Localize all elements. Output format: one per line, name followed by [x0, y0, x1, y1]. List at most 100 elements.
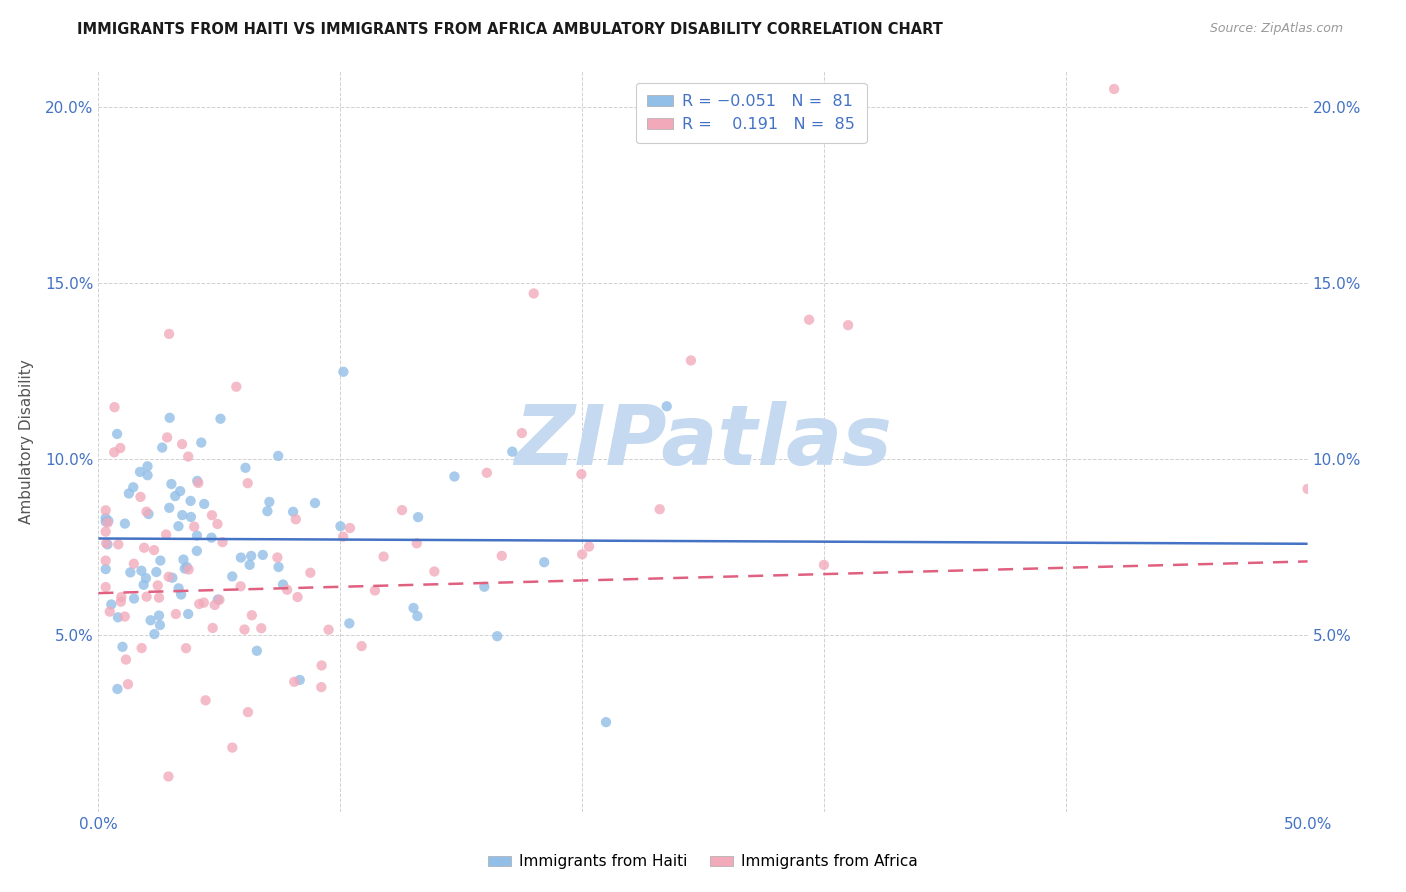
- Point: [117, 677, 139, 691]
- Point: [157, 570, 180, 584]
- Point: [236, 705, 259, 719]
- Point: [105, 426, 128, 441]
- Point: [221, 569, 243, 583]
- Point: [281, 505, 304, 519]
- Point: [311, 658, 333, 673]
- Point: [135, 590, 157, 604]
- Point: [194, 693, 217, 707]
- Point: [111, 640, 134, 654]
- Point: [131, 564, 153, 578]
- Point: [193, 596, 215, 610]
- Point: [159, 410, 181, 425]
- Point: [337, 616, 360, 631]
- Point: [148, 608, 170, 623]
- Point: [186, 528, 208, 542]
- Point: [174, 641, 197, 656]
- Point: [239, 558, 262, 572]
- Point: [267, 560, 290, 574]
- Point: [491, 549, 513, 563]
- Point: [329, 519, 352, 533]
- Point: [120, 566, 142, 580]
- Point: [107, 537, 129, 551]
- Point: [96, 537, 118, 551]
- Point: [339, 521, 361, 535]
- Point: [135, 505, 157, 519]
- Point: [207, 516, 229, 531]
- Point: [146, 578, 169, 592]
- Point: [287, 590, 309, 604]
- Point: [138, 507, 160, 521]
- Point: [236, 476, 259, 491]
- Point: [200, 531, 222, 545]
- Point: [180, 494, 202, 508]
- Point: [207, 592, 229, 607]
- Point: [655, 399, 678, 413]
- Point: [571, 547, 593, 561]
- Point: [1102, 82, 1125, 96]
- Point: [648, 502, 671, 516]
- Point: [98, 605, 121, 619]
- Point: [501, 444, 523, 458]
- Point: [406, 510, 429, 524]
- Point: [266, 550, 288, 565]
- Point: [177, 563, 200, 577]
- Point: [350, 639, 373, 653]
- Point: [571, 467, 593, 482]
- Point: [797, 312, 820, 326]
- Point: [246, 644, 269, 658]
- Point: [271, 577, 294, 591]
- Point: [150, 441, 173, 455]
- Point: [240, 608, 263, 623]
- Point: [523, 286, 546, 301]
- Point: [97, 516, 120, 530]
- Point: [250, 621, 273, 635]
- Point: [94, 553, 117, 567]
- Point: [208, 592, 231, 607]
- Point: [139, 613, 162, 627]
- Point: [486, 629, 509, 643]
- Text: ZIPatlas: ZIPatlas: [515, 401, 891, 482]
- Legend: R = −0.051   N =  81, R =    0.191   N =  85: R = −0.051 N = 81, R = 0.191 N = 85: [636, 83, 866, 144]
- Point: [143, 627, 166, 641]
- Point: [472, 580, 495, 594]
- Point: [201, 621, 224, 635]
- Point: [595, 715, 617, 730]
- Point: [373, 549, 395, 564]
- Point: [114, 516, 136, 531]
- Point: [145, 565, 167, 579]
- Point: [235, 460, 257, 475]
- Point: [256, 504, 278, 518]
- Point: [170, 588, 193, 602]
- Point: [288, 673, 311, 687]
- Point: [229, 550, 252, 565]
- Point: [190, 435, 212, 450]
- Point: [94, 515, 117, 529]
- Point: [405, 536, 427, 550]
- Point: [129, 465, 152, 479]
- Legend: Immigrants from Haiti, Immigrants from Africa: Immigrants from Haiti, Immigrants from A…: [482, 848, 924, 875]
- Point: [813, 558, 835, 572]
- Point: [94, 511, 117, 525]
- Point: [332, 530, 354, 544]
- Point: [157, 769, 180, 783]
- Point: [173, 561, 195, 575]
- Point: [110, 441, 132, 455]
- Point: [259, 495, 281, 509]
- Point: [172, 437, 194, 451]
- Point: [165, 489, 187, 503]
- Point: [201, 508, 224, 523]
- Point: [94, 580, 117, 594]
- Point: [187, 475, 209, 490]
- Point: [318, 623, 340, 637]
- Point: [131, 641, 153, 656]
- Point: [122, 591, 145, 606]
- Point: [114, 609, 136, 624]
- Point: [160, 477, 183, 491]
- Point: [423, 565, 446, 579]
- Point: [221, 740, 243, 755]
- Point: [311, 680, 333, 694]
- Point: [183, 519, 205, 533]
- Point: [443, 469, 465, 483]
- Point: [103, 445, 125, 459]
- Point: [157, 500, 180, 515]
